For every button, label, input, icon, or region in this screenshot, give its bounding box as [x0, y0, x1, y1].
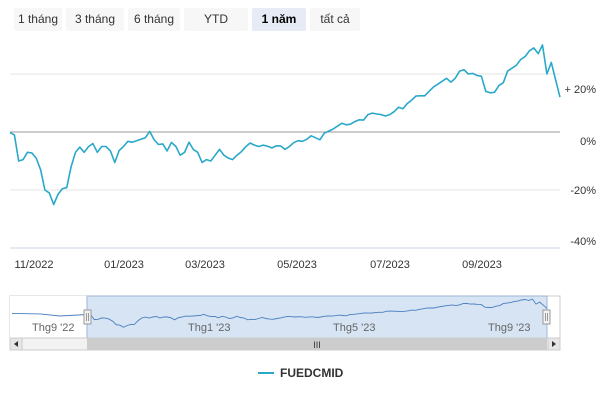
x-tick-label: 05/2023	[277, 259, 317, 271]
navigator-handle-left[interactable]	[83, 309, 92, 325]
chevron-right-icon	[552, 341, 556, 347]
y-tick-label: + 20%	[565, 84, 597, 96]
navigator-label: Thg9 '23	[488, 322, 530, 334]
y-tick-label: -40%	[570, 236, 596, 248]
chevron-left-icon	[14, 341, 18, 347]
range-button-3-months[interactable]: 3 tháng	[66, 8, 124, 31]
legend-swatch	[258, 372, 274, 374]
x-tick-label: 03/2023	[185, 259, 225, 271]
y-axis: + 20% 0% -20% -40%	[565, 84, 597, 248]
x-tick-label: 07/2023	[370, 259, 410, 271]
x-tick-label: 11/2022	[15, 259, 54, 271]
navigator-label: Thg5 '23	[333, 322, 375, 334]
x-tick-label: 09/2023	[462, 259, 502, 271]
scrollbar-thumb[interactable]	[87, 338, 547, 350]
range-button-6-months[interactable]: 6 tháng	[128, 8, 180, 31]
navigator-label: Thg9 '22	[32, 322, 74, 334]
range-selector: 1 tháng 3 tháng 6 tháng YTD 1 năm tất cả	[14, 8, 360, 31]
navigator-outside-left	[10, 296, 87, 338]
navigator: Thg9 '22 Thg1 '23 Thg5 '23 Thg9 '23	[9, 295, 561, 339]
x-axis: 11/2022 01/2023 03/2023 05/2023 07/2023 …	[10, 247, 560, 271]
scrollbar-right-arrow[interactable]	[547, 337, 561, 351]
range-button-1-month[interactable]: 1 tháng	[14, 8, 62, 31]
scrollbar: III	[9, 337, 561, 351]
navigator-series-line	[11, 298, 548, 328]
scrollbar-grip: III	[313, 340, 321, 350]
y-tick-label: 0%	[580, 136, 596, 148]
legend-item-fuedcmid[interactable]: FUEDCMID	[258, 366, 343, 380]
scrollbar-left-arrow[interactable]	[9, 337, 23, 351]
navigator-handle-right[interactable]	[542, 309, 551, 325]
x-tick-label: 01/2023	[104, 259, 144, 271]
series-plot	[9, 44, 561, 206]
range-button-ytd[interactable]: YTD	[184, 8, 248, 31]
navigator-label: Thg1 '23	[188, 322, 230, 334]
legend-label: FUEDCMID	[280, 366, 344, 380]
series-line-fuedcmid[interactable]	[9, 44, 561, 206]
range-button-1-year[interactable]: 1 năm	[252, 8, 306, 31]
y-tick-label: -20%	[570, 185, 596, 197]
grid-lines	[10, 73, 560, 249]
range-button-all[interactable]: tất cả	[310, 8, 360, 31]
